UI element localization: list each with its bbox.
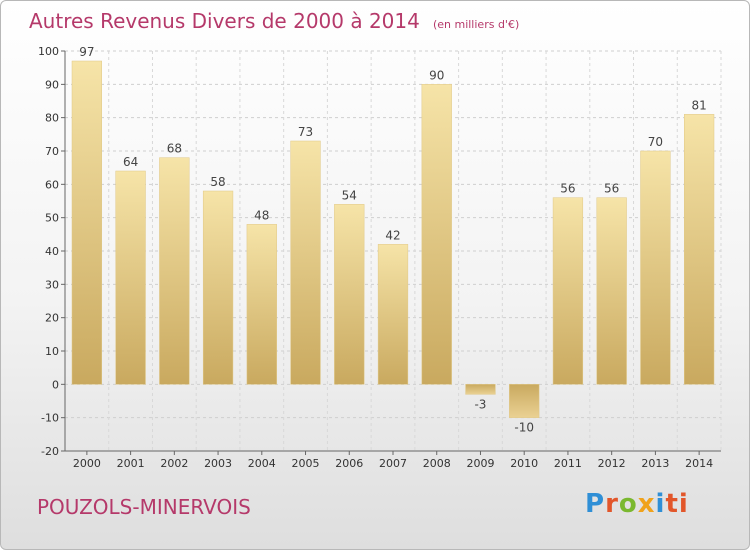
y-tick-label: 10 [45, 345, 59, 358]
y-tick-label: 100 [38, 45, 59, 58]
logo-letter: i [655, 489, 666, 519]
y-tick-label: -20 [41, 445, 59, 458]
x-tick-label: 2001 [117, 457, 145, 470]
data-label: -10 [514, 421, 534, 435]
data-labels: 97 64 68 58 48 73 54 42 90 -3 -10 56 56 70 81 [79, 45, 707, 435]
bar [596, 197, 627, 385]
bar [465, 384, 496, 395]
bar [246, 224, 277, 385]
y-tick-label: 60 [45, 178, 59, 191]
x-tick-label: 2009 [466, 457, 494, 470]
x-tick-label: 2000 [73, 457, 101, 470]
x-tick-label: 2013 [641, 457, 669, 470]
y-tick-label: 80 [45, 112, 59, 125]
logo-letter: o [618, 489, 638, 519]
y-tick-label: 20 [45, 312, 59, 325]
data-label: 58 [210, 175, 225, 189]
location-name: POUZOLS-MINERVOIS [37, 495, 251, 519]
x-tick-label: 2004 [248, 457, 276, 470]
x-tick-label: 2008 [423, 457, 451, 470]
chart-subtitle: (en milliers d'€) [432, 18, 520, 31]
x-tick-label: 2010 [510, 457, 538, 470]
y-tick-label: 40 [45, 245, 59, 258]
data-label: 70 [648, 135, 663, 149]
data-label: 73 [298, 125, 313, 139]
bar [159, 157, 190, 385]
axes: -20 -10 0 10 20 30 40 50 60 70 80 90 100 2000 2001 2002… [38, 45, 721, 470]
bar [115, 170, 146, 385]
data-label: 64 [123, 155, 138, 169]
data-label: 81 [691, 98, 706, 112]
chart-title-block: Autres Revenus Divers de 2000 à 2014 (en… [29, 9, 519, 33]
x-tick-label: 2006 [335, 457, 363, 470]
y-tick-label: 0 [52, 378, 59, 391]
bar [684, 114, 715, 385]
data-label: 68 [167, 142, 182, 156]
x-tick-label: 2007 [379, 457, 407, 470]
bar [509, 384, 540, 418]
data-label: 90 [429, 68, 444, 82]
bar [421, 84, 452, 385]
data-label: 97 [79, 45, 94, 59]
bar [71, 60, 102, 385]
data-label: 56 [560, 182, 575, 196]
bar [377, 244, 409, 385]
x-tick-label: 2003 [204, 457, 232, 470]
x-tick-label: 2012 [598, 457, 626, 470]
logo-letter: ti [665, 489, 689, 519]
y-tick-label: 70 [45, 145, 59, 158]
y-tick-label: 90 [45, 78, 59, 91]
bar [290, 140, 321, 385]
data-label: 48 [254, 208, 269, 222]
bar [202, 190, 234, 385]
x-tick-label: 2014 [685, 457, 713, 470]
data-label: 42 [385, 228, 400, 242]
bars [71, 60, 715, 418]
y-tick-label: 30 [45, 278, 59, 291]
chart-title: Autres Revenus Divers de 2000 à 2014 [29, 9, 420, 33]
proxiti-logo: Proxiti [585, 489, 689, 519]
logo-letter: r [605, 489, 619, 519]
y-tick-label: -10 [41, 412, 59, 425]
data-label: -3 [474, 397, 486, 411]
data-label: 56 [604, 182, 619, 196]
bar [640, 150, 671, 385]
x-tick-label: 2005 [292, 457, 320, 470]
logo-letter: P [585, 489, 606, 519]
y-tick-label: 50 [45, 212, 59, 225]
data-label: 54 [342, 188, 357, 202]
x-tick-label: 2011 [554, 457, 582, 470]
x-tick-label: 2002 [160, 457, 188, 470]
bar [334, 204, 365, 385]
logo-letter: x [637, 489, 656, 519]
bar [552, 197, 584, 385]
